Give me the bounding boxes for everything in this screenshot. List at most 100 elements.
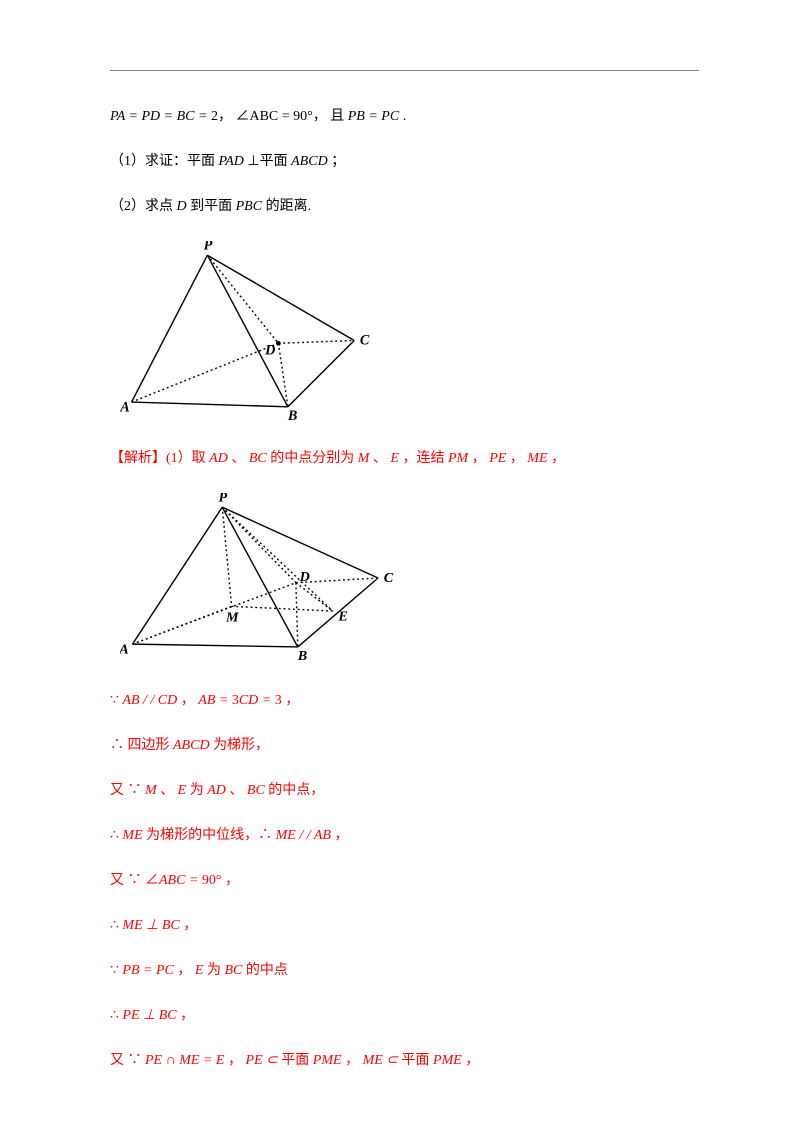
t: PE ⊂ xyxy=(245,1053,281,1068)
step: 又 ∵ PE ∩ ME = E ， PE ⊂ 平面 PME ， ME ⊂ 平面 … xyxy=(110,1050,699,1071)
t: ， xyxy=(222,873,240,888)
t: BC xyxy=(247,783,265,798)
step: 又 ∵ M 、 E 为 AD 、 BC 的中点， xyxy=(110,780,699,801)
t: 的中点分别为 xyxy=(267,451,358,466)
t: ； xyxy=(328,154,346,169)
t: 2 xyxy=(211,109,218,124)
svg-text:C: C xyxy=(384,570,394,586)
t: ME / / AB xyxy=(276,828,331,843)
t: ， xyxy=(180,918,198,933)
t: 又 ∵ ∠ xyxy=(110,873,159,888)
t: ABC = xyxy=(159,873,202,888)
t: ∴ xyxy=(110,1008,122,1023)
t: 【解析】(1）取 xyxy=(110,451,209,466)
t: ME = E xyxy=(179,1053,224,1068)
t: 又 ∵ xyxy=(110,1053,145,1068)
svg-text:P: P xyxy=(204,241,213,254)
t: CD = xyxy=(239,693,275,708)
t: PE ⊥ BC xyxy=(122,1008,176,1023)
solution-head: 【解析】(1）取 AD 、 BC 的中点分别为 M 、 E ，连结 PM ， P… xyxy=(110,448,699,469)
q1: （1）求证：平面 PAD ⊥平面 ABCD ； xyxy=(110,151,699,172)
t: ，连结 xyxy=(399,451,448,466)
t: PME xyxy=(313,1053,342,1068)
t: AD xyxy=(209,451,228,466)
top-rule xyxy=(110,70,699,71)
svg-text:D: D xyxy=(264,343,275,359)
t: 3 xyxy=(275,693,282,708)
given-line: PA = PD = BC = 2， ∠ABC = 90°， 且 PB = PC … xyxy=(110,106,699,127)
step: ∴ ME ⊥ BC ， xyxy=(110,915,699,936)
t: 为 xyxy=(186,783,207,798)
t: ABCD xyxy=(173,738,210,753)
step: ∵ AB / / CD ， AB = 3CD = 3 ， xyxy=(110,690,699,711)
t: 3 xyxy=(232,693,239,708)
svg-text:P: P xyxy=(218,493,227,506)
t: 的中点 xyxy=(242,963,288,978)
t: ， ∠ABC = xyxy=(218,109,293,124)
t: ， xyxy=(224,1053,245,1068)
t: 、 xyxy=(226,783,247,798)
svg-text:C: C xyxy=(360,332,370,348)
t: M xyxy=(145,783,157,798)
t: PE xyxy=(145,1053,162,1068)
t: PBC xyxy=(236,199,262,214)
step: ∴ PE ⊥ BC ， xyxy=(110,1005,699,1026)
t: 为梯形的中位线，∴ xyxy=(143,828,276,843)
t: ME ⊂ xyxy=(363,1053,402,1068)
pyramid-diagram-1: P A B C D xyxy=(120,241,380,421)
t: ∵ xyxy=(110,963,122,978)
t: M xyxy=(358,451,370,466)
step: ∵ PB = PC ， E 为 BC 的中点 xyxy=(110,960,699,981)
t: ， xyxy=(331,828,349,843)
t: AD xyxy=(207,783,226,798)
t: PB = PC xyxy=(122,963,173,978)
t: 为 xyxy=(203,963,224,978)
t: 为梯形， xyxy=(210,738,270,753)
figure-2: P A B C D M E xyxy=(120,493,699,668)
svg-text:A: A xyxy=(120,400,130,416)
t: PME xyxy=(433,1053,462,1068)
t: ∩ xyxy=(162,1053,179,1068)
t: 、 xyxy=(369,451,390,466)
t: PE xyxy=(489,451,506,466)
t: PM xyxy=(448,451,468,466)
t: 的中点， xyxy=(265,783,325,798)
t: 又 ∵ xyxy=(110,783,145,798)
t: AB / / CD xyxy=(122,693,177,708)
t: ∴ xyxy=(110,828,122,843)
t: ME ⊥ BC xyxy=(122,918,179,933)
svg-text:E: E xyxy=(337,609,347,625)
t: 、 xyxy=(157,783,178,798)
t: ∵ xyxy=(110,693,122,708)
t: 90° xyxy=(293,109,313,124)
t: ME xyxy=(122,828,142,843)
q2: （2）求点 D 到平面 PBC 的距离. xyxy=(110,196,699,217)
t: 、 xyxy=(228,451,249,466)
t: ∴ 四边形 xyxy=(110,738,173,753)
t: ， 且 xyxy=(313,109,348,124)
t: ABCD xyxy=(291,154,328,169)
step: 又 ∵ ∠ABC = 90° ， xyxy=(110,870,699,891)
t: BC xyxy=(224,963,242,978)
t: BC xyxy=(249,451,267,466)
t: ， xyxy=(462,1053,480,1068)
t: （2）求点 xyxy=(110,199,177,214)
t: PAD xyxy=(219,154,244,169)
t: ∴ xyxy=(110,918,122,933)
svg-text:A: A xyxy=(120,642,129,658)
t: E xyxy=(390,451,399,466)
t: ， xyxy=(506,451,527,466)
pyramid-diagram-2: P A B C D M E xyxy=(120,493,400,663)
step: ∴ 四边形 ABCD 为梯形， xyxy=(110,735,699,756)
t: ， xyxy=(174,963,195,978)
svg-text:D: D xyxy=(299,569,310,585)
t: 到平面 xyxy=(187,199,236,214)
t: AB = xyxy=(198,693,232,708)
svg-text:B: B xyxy=(287,408,297,421)
svg-text:B: B xyxy=(297,648,307,663)
t: ， xyxy=(177,1008,195,1023)
t: （1）求证：平面 xyxy=(110,154,219,169)
t: ⊥平面 xyxy=(244,154,291,169)
t: E xyxy=(178,783,187,798)
svg-text:M: M xyxy=(225,609,239,625)
